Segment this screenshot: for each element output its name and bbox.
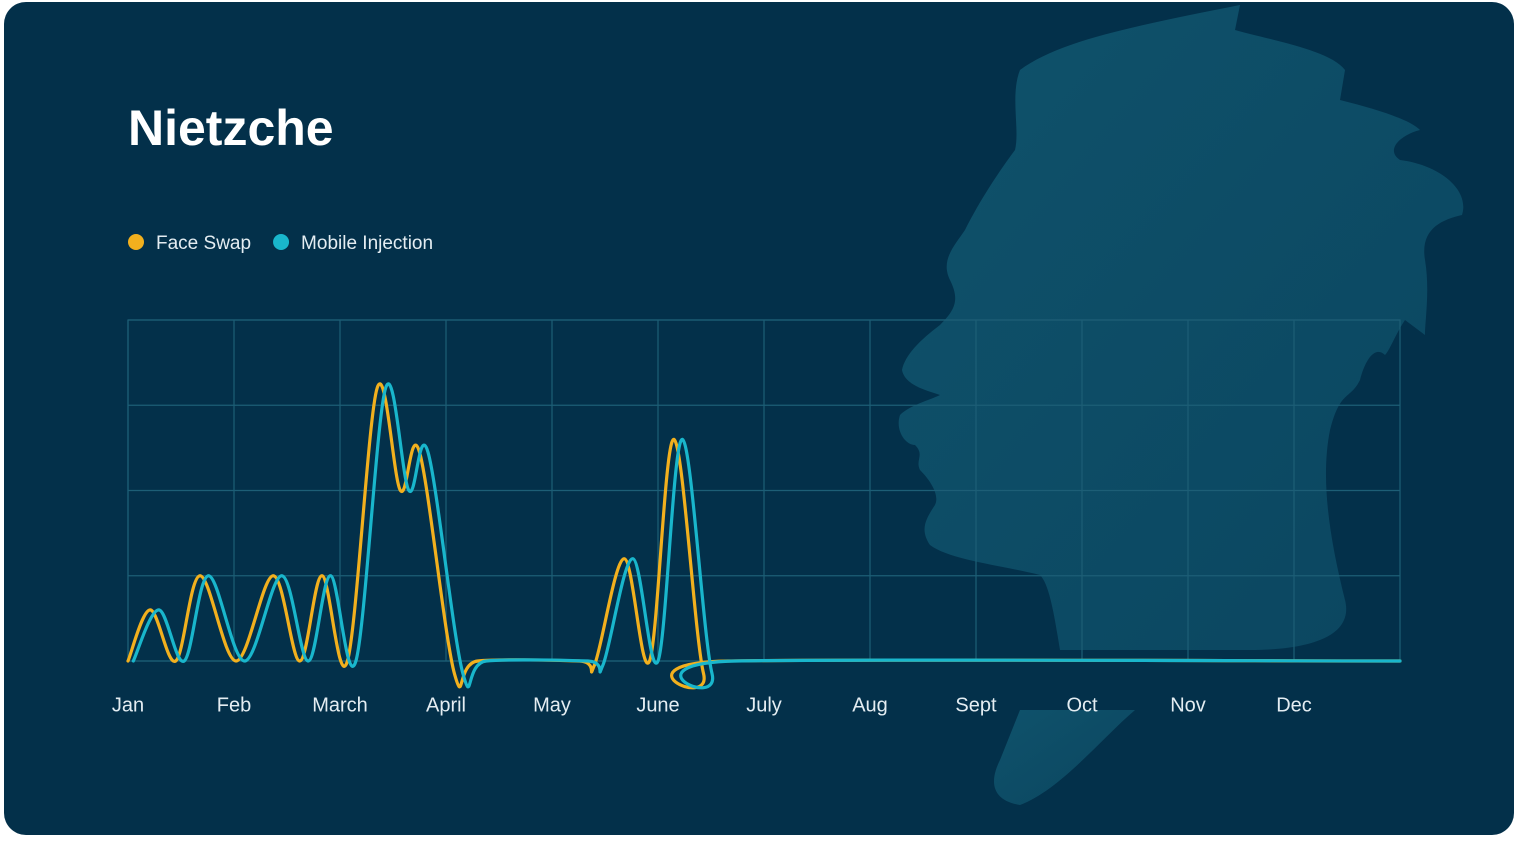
chart-title: Nietzche [128,100,334,156]
x-tick-label: Aug [852,694,888,716]
legend-label: Face Swap [156,233,251,254]
legend-marker [128,234,144,250]
x-tick-label: March [312,694,368,716]
x-tick-label: Nov [1170,694,1206,716]
x-tick-label: Sept [955,694,997,716]
x-tick-label: Dec [1276,694,1312,716]
x-tick-label: June [636,694,679,716]
x-tick-label: Oct [1066,694,1098,716]
x-tick-label: April [426,694,466,716]
x-tick-label: Feb [217,694,251,716]
x-tick-label: July [746,694,782,716]
chart-card: Nietzche Jan Feb March April May June July Aug S… [0,0,1518,837]
x-tick-label: May [533,694,571,716]
legend-label: Mobile Injection [301,233,433,254]
legend-marker [273,234,289,250]
x-tick-label: Jan [112,694,144,716]
